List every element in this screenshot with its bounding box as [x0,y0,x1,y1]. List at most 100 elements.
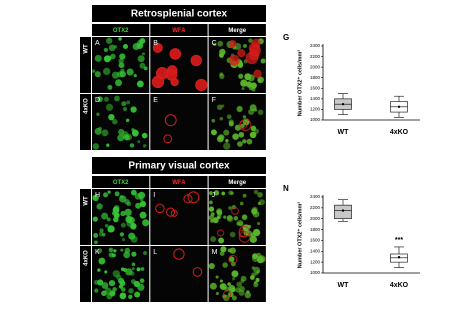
cell-otx2 [256,270,260,274]
cell-otx2 [104,270,108,274]
cell-otx2 [216,209,221,215]
cell-otx2 [133,73,137,78]
cell-otx2 [136,42,144,49]
y-tick-label: 1800 [310,75,321,80]
cell-otx2 [107,84,113,90]
y-tick-label: 1600 [310,85,321,90]
cell-otx2 [139,211,147,219]
cell-otx2 [94,288,99,293]
cell-otx2 [253,128,259,134]
row-header-bg [80,37,91,93]
cell-otx2 [212,217,219,224]
cell-wfa [192,267,203,277]
cell-otx2 [250,82,257,89]
cell-otx2 [225,138,229,143]
cell-otx2 [126,201,132,207]
cell-otx2 [257,79,262,83]
cell-wfa [253,69,262,78]
cell-otx2 [142,219,150,227]
cell-otx2 [126,68,134,76]
cell-otx2 [228,190,233,196]
cell-otx2 [117,134,125,142]
cell-otx2 [232,133,239,140]
micrograph: C [208,37,266,93]
cell-otx2 [125,118,130,123]
cell-otx2 [137,140,141,144]
cell-otx2 [242,115,247,119]
cell-otx2 [215,291,219,296]
panel-letter: B [153,40,158,47]
cell-otx2 [236,281,242,288]
y-tick-label: 2400 [310,43,321,48]
micrograph: D [92,94,150,150]
cell-otx2 [121,101,127,107]
cell-otx2 [240,123,245,128]
micrograph-bg [150,94,208,150]
cell-otx2 [110,53,116,60]
cell-wfa [222,290,232,299]
row-label: 4xKO [84,98,90,114]
cell-otx2 [113,249,117,253]
y-tick-label: 1200 [310,259,321,264]
cell-otx2 [224,286,230,292]
cell-otx2 [133,280,140,288]
x-tick-label: WT [338,282,350,289]
cell-otx2 [260,58,266,64]
panel-letter: J [212,192,216,199]
cell-otx2 [101,282,109,289]
cell-otx2 [143,251,147,256]
cell-otx2 [251,87,256,92]
cell-otx2 [217,40,224,47]
column-header-bg [208,24,266,36]
cell-otx2 [128,288,134,294]
cell-otx2 [227,282,231,286]
cell-otx2 [226,114,232,120]
cell-otx2 [122,267,128,272]
cell-otx2 [231,270,239,278]
cell-otx2 [108,279,116,287]
cell-otx2 [104,287,112,295]
cell-wfa [228,54,240,66]
cell-otx2 [119,292,127,300]
y-tick-label: 1400 [310,96,321,101]
cell-otx2 [223,142,231,150]
panel-letter: M [212,249,218,256]
cell-otx2 [209,282,217,290]
cell-otx2 [228,256,235,262]
cell-otx2 [97,96,103,102]
cell-otx2 [251,272,256,278]
mean-dot [341,209,345,212]
cell-otx2 [229,247,236,254]
micrograph-bg [92,94,150,150]
cell-otx2 [219,251,225,256]
cell-otx2 [221,191,226,196]
cell-otx2 [112,206,120,214]
column-header-bg [150,176,208,188]
cell-otx2 [106,143,110,147]
cell-otx2 [118,37,122,41]
cell-wfa [231,207,239,215]
cell-otx2 [240,79,248,87]
cell-otx2 [246,81,252,88]
cell-wfa [155,203,165,214]
cell-otx2 [210,129,217,136]
cell-otx2 [94,240,98,245]
cell-wfa [164,114,177,127]
x-tick-label: 4xKO [390,282,409,289]
cell-otx2 [124,208,132,217]
y-tick-label: 2200 [310,54,321,59]
cell-otx2 [129,143,135,148]
y-axis-title: Number OTX2⁺ cells/mm² [296,50,303,117]
cell-otx2 [243,44,247,48]
cell-otx2 [120,248,124,252]
cell-otx2 [137,55,145,63]
cell-wfa [195,78,208,92]
micrograph-bg [150,246,208,302]
cell-otx2 [228,119,234,125]
micrograph: A [92,37,150,93]
panel-letter: C [212,40,217,47]
significance-label: *** [395,237,403,244]
column-label: OTX2 [113,28,129,34]
panel-title: Primary visual cortex [128,161,230,172]
